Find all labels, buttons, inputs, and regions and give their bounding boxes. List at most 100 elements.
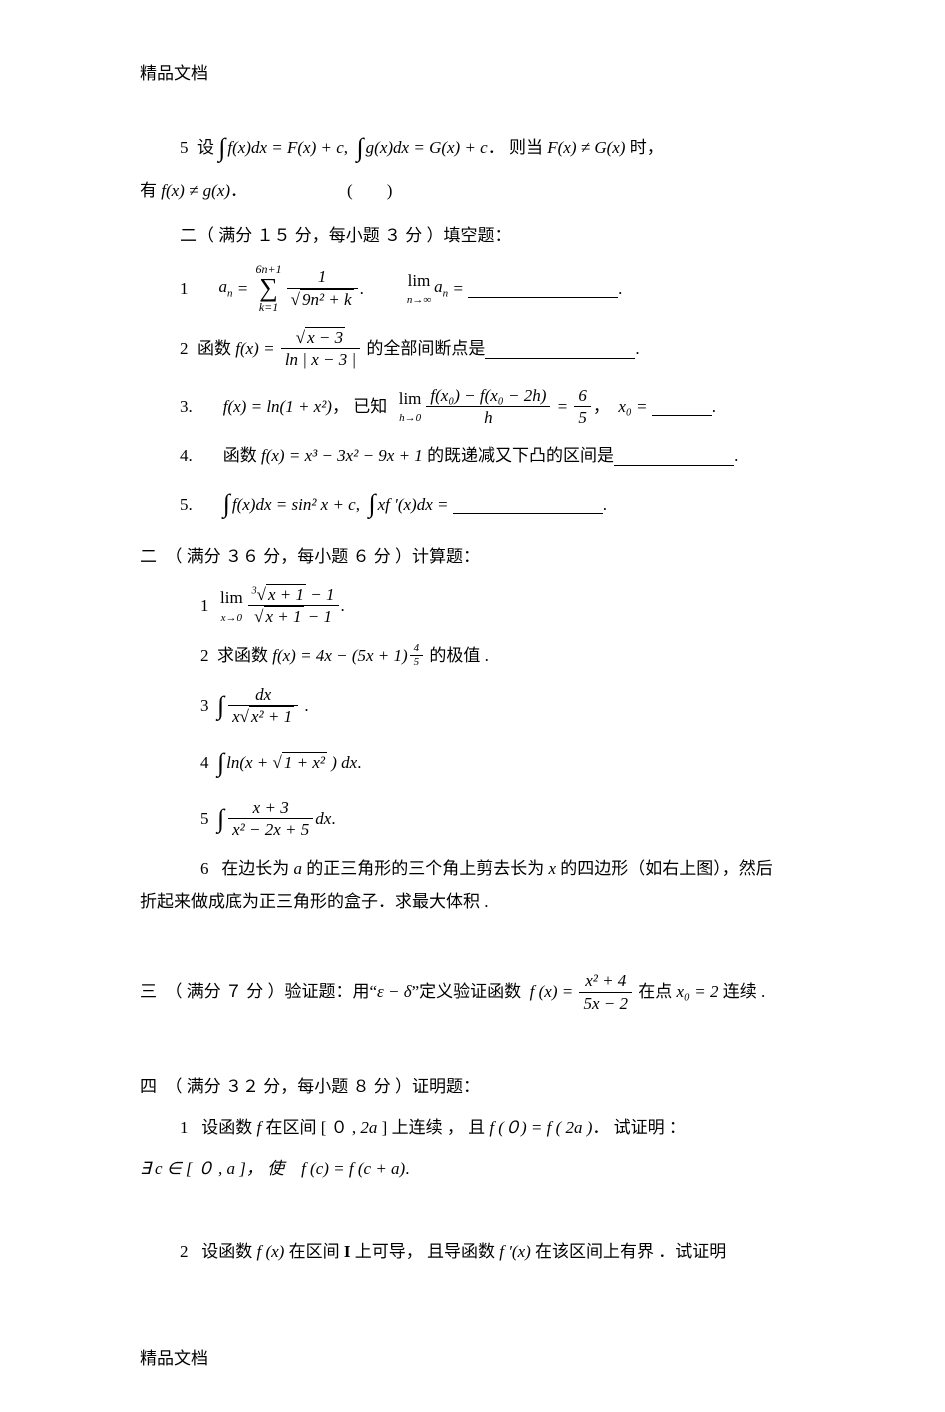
q5-num: 5 — [180, 134, 189, 161]
s3-text2: 在点 — [638, 978, 672, 1005]
c6-dot: . — [484, 892, 488, 911]
p1-text1: 设函数 — [201, 1118, 256, 1137]
fillblank-3: 3. f(x) = ln(1 + x²) ， 已知 lim h→0 f(x₀) … — [140, 385, 805, 429]
fb3-lim: lim h→0 — [399, 385, 422, 428]
fb3-rhs-den: 5 — [574, 407, 591, 428]
fb2-num-body: x − 3 — [305, 327, 345, 347]
q5-paren: ( ) — [347, 177, 392, 204]
c1-den-body: x + 1 — [264, 606, 304, 626]
q5-when2: 时， — [630, 134, 664, 161]
fb1-sqrt-sign: √ — [291, 290, 300, 309]
s3-epsdelta: ε − δ — [377, 978, 412, 1005]
c6-a: a — [294, 859, 303, 878]
fillblank-2: 2 函数 f(x) = √x − 3 ln | x − 3 | 的全部间断点是 … — [140, 327, 805, 371]
c4-sqrt: √ — [273, 753, 282, 772]
s3-text3: 连续 — [723, 978, 757, 1005]
fb2-num: 2 — [180, 335, 189, 362]
c1-num: 1 — [200, 592, 209, 619]
p1-dot: . — [405, 1159, 409, 1178]
s3-frac: x² + 4 5x − 2 — [579, 970, 632, 1014]
c2-text1: 求函数 — [217, 642, 268, 669]
calc-5: 5 ∫ x + 3 x² − 2x + 5 dx . — [140, 797, 805, 841]
c1-frac: 3√x + 1 − 1 √x + 1 − 1 — [248, 584, 339, 628]
c6-x: x — [549, 859, 557, 878]
fb1-lim-sub: n→∞ — [407, 292, 431, 310]
c6-num: 6 — [200, 859, 209, 878]
fb5-comma: , — [356, 491, 360, 518]
p1-text3: ] 上连续 ， 且 — [377, 1118, 489, 1137]
c1-dot: . — [341, 592, 345, 619]
fb3-enddot: . — [712, 393, 716, 420]
c4-body-post: ) dx — [327, 753, 357, 772]
c4-sqrt-body: 1 + x² — [282, 752, 327, 772]
p1-text2: 在区间 [ ０ , — [261, 1118, 360, 1137]
c6-text1: 在边长为 — [221, 859, 293, 878]
fb4-fx: f(x) = x³ − 3x² − 9x + 1 — [261, 442, 423, 469]
fb5-rhs-body: xf ′(x)dx = — [378, 491, 449, 518]
p2-fx: f (x) — [257, 1242, 285, 1261]
q5-int1: ∫ — [218, 127, 225, 169]
page-container: 精品文档 5 设 ∫ f(x)dx = F(x) + c , ∫ g(x)dx … — [0, 0, 945, 1412]
p1-eq: f (c) = f (c + a) — [301, 1159, 405, 1178]
q5-cond: F(x) ≠ G(x) — [547, 134, 625, 161]
calc-6-line2: 折起来做成底为正三角形的盒子．求最大体积 . — [140, 888, 805, 915]
fb2-frac: √x − 3 ln | x − 3 | — [281, 327, 360, 371]
fb1-an: a — [219, 277, 228, 296]
fb4-text1: 函数 — [223, 442, 257, 469]
problem-5-line2: 有 f(x) ≠ g(x) ． ( ) — [140, 177, 805, 204]
p2-text4: 在该区间上有界 ．试证明 — [531, 1242, 727, 1261]
calc-4: 4 ∫ ln(x + √1 + x² ) dx . — [140, 742, 805, 784]
fb1-sum-bot: k=1 — [255, 301, 281, 313]
fb2-text2: 的全部间断点是 — [366, 335, 485, 362]
c1-den-sqrt: √ — [254, 607, 263, 626]
c2-exp-num: 4 — [410, 642, 424, 657]
q5-rhs2: G(x) + c — [429, 134, 488, 161]
fb3-fx: f(x) = ln(1 + x²) — [223, 393, 332, 420]
fb1-lim-of: a — [434, 277, 443, 296]
q5-text-pre: 设 — [197, 134, 214, 161]
q5-rhs1: F(x) + c — [287, 134, 344, 161]
fb1-blank[interactable] — [468, 278, 618, 298]
fb4-enddot: . — [734, 442, 738, 469]
c3-den-sqrt: √ — [240, 707, 249, 726]
fb1-num: 1 — [180, 275, 189, 302]
header-tag: 精品文档 — [140, 60, 805, 87]
p1-cond: f (０) = f ( 2a ) — [489, 1118, 592, 1137]
fb1-lim-word: lim — [407, 267, 431, 294]
proof-1: 1 设函数 f 在区间 [ ０ , 2a ] 上连续 ， 且 f (０) = f… — [140, 1114, 805, 1141]
c3-frac: dx x√x² + 1 — [228, 684, 298, 728]
fb2-blank[interactable] — [485, 339, 635, 359]
fb3-num: 3. — [180, 393, 193, 420]
fb1-eq: = — [237, 279, 248, 298]
q5-period: ． — [230, 177, 247, 204]
q5-int2-body: g(x)dx — [366, 134, 409, 161]
problem-5: 5 设 ∫ f(x)dx = F(x) + c , ∫ g(x)dx = G(x… — [140, 127, 805, 169]
c2-fx-pre: f(x) = 4x − (5x + 1) — [272, 642, 407, 669]
fb3-eq: = — [557, 393, 568, 420]
p1-num: 1 — [180, 1118, 189, 1137]
fb5-blank[interactable] — [453, 494, 603, 514]
fb5-int2: ∫ — [368, 483, 375, 525]
fb4-text2: 的既递减又下凸的区间是 — [427, 442, 614, 469]
s3-fx: f (x) = — [530, 978, 574, 1005]
q5-int2: ∫ — [357, 127, 364, 169]
fb3-frac-num: f(x₀) − f(x₀ − 2h) — [426, 385, 550, 407]
c6-line2: 折起来做成底为正三角形的盒子．求最大体积 — [140, 892, 480, 911]
p2-text1: 设函数 — [201, 1242, 256, 1261]
p2-num: 2 — [180, 1242, 189, 1261]
p1-text4: ． 试证明 ： — [592, 1118, 686, 1137]
q5-concl: f(x) ≠ g(x) — [161, 177, 230, 204]
c1-den-m1: − 1 — [304, 607, 332, 626]
fb2-den: ln | x − 3 | — [281, 349, 360, 370]
fb4-blank[interactable] — [614, 446, 734, 466]
fb3-frac-den: h — [426, 407, 550, 428]
p2-fpx: f ′(x) — [499, 1242, 531, 1261]
c3-den-body: x² + 1 — [249, 706, 294, 726]
proof-1-line2: ∃ c ∈ [ ０ , a ]， 使 f (c) = f (c + a). — [140, 1155, 805, 1182]
p2-text3: 上可导， 且导函数 — [350, 1242, 499, 1261]
c4-int: ∫ — [217, 742, 224, 784]
section-proof-title: 四 （ 满分 ３２ 分，每小题 ８ 分 ）证明题： — [140, 1073, 805, 1100]
c2-text2: 的极值 — [429, 642, 480, 669]
c5-frac: x + 3 x² − 2x + 5 — [228, 797, 313, 841]
fb3-blank[interactable] — [652, 397, 712, 417]
